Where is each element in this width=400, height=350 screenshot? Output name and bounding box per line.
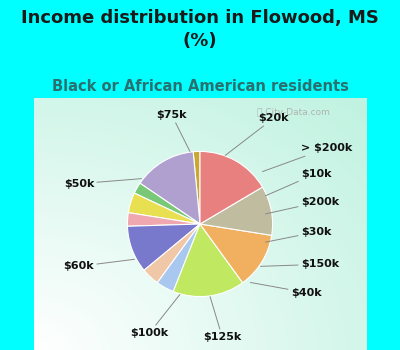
Text: $100k: $100k — [130, 295, 180, 338]
Text: Black or African American residents: Black or African American residents — [52, 79, 348, 94]
Wedge shape — [157, 224, 200, 292]
Text: $50k: $50k — [64, 178, 142, 189]
Wedge shape — [173, 224, 243, 296]
Text: $125k: $125k — [203, 296, 241, 342]
Text: $200k: $200k — [266, 197, 339, 214]
Text: ⓘ City-Data.com: ⓘ City-Data.com — [257, 108, 330, 117]
Text: $150k: $150k — [260, 259, 339, 269]
Wedge shape — [200, 187, 272, 235]
Wedge shape — [200, 224, 272, 283]
Wedge shape — [140, 152, 200, 224]
Wedge shape — [128, 193, 200, 224]
Text: Income distribution in Flowood, MS
(%): Income distribution in Flowood, MS (%) — [21, 9, 379, 49]
Text: $20k: $20k — [225, 113, 289, 155]
Text: $60k: $60k — [64, 259, 134, 271]
Wedge shape — [200, 152, 262, 224]
Wedge shape — [193, 152, 200, 224]
Wedge shape — [144, 224, 200, 283]
Text: $40k: $40k — [250, 282, 321, 298]
Text: $10k: $10k — [266, 169, 331, 196]
Wedge shape — [128, 213, 200, 226]
Text: $75k: $75k — [156, 110, 190, 152]
Text: $30k: $30k — [266, 227, 331, 242]
Wedge shape — [134, 183, 200, 224]
Wedge shape — [128, 224, 200, 270]
Text: > $200k: > $200k — [262, 144, 352, 172]
